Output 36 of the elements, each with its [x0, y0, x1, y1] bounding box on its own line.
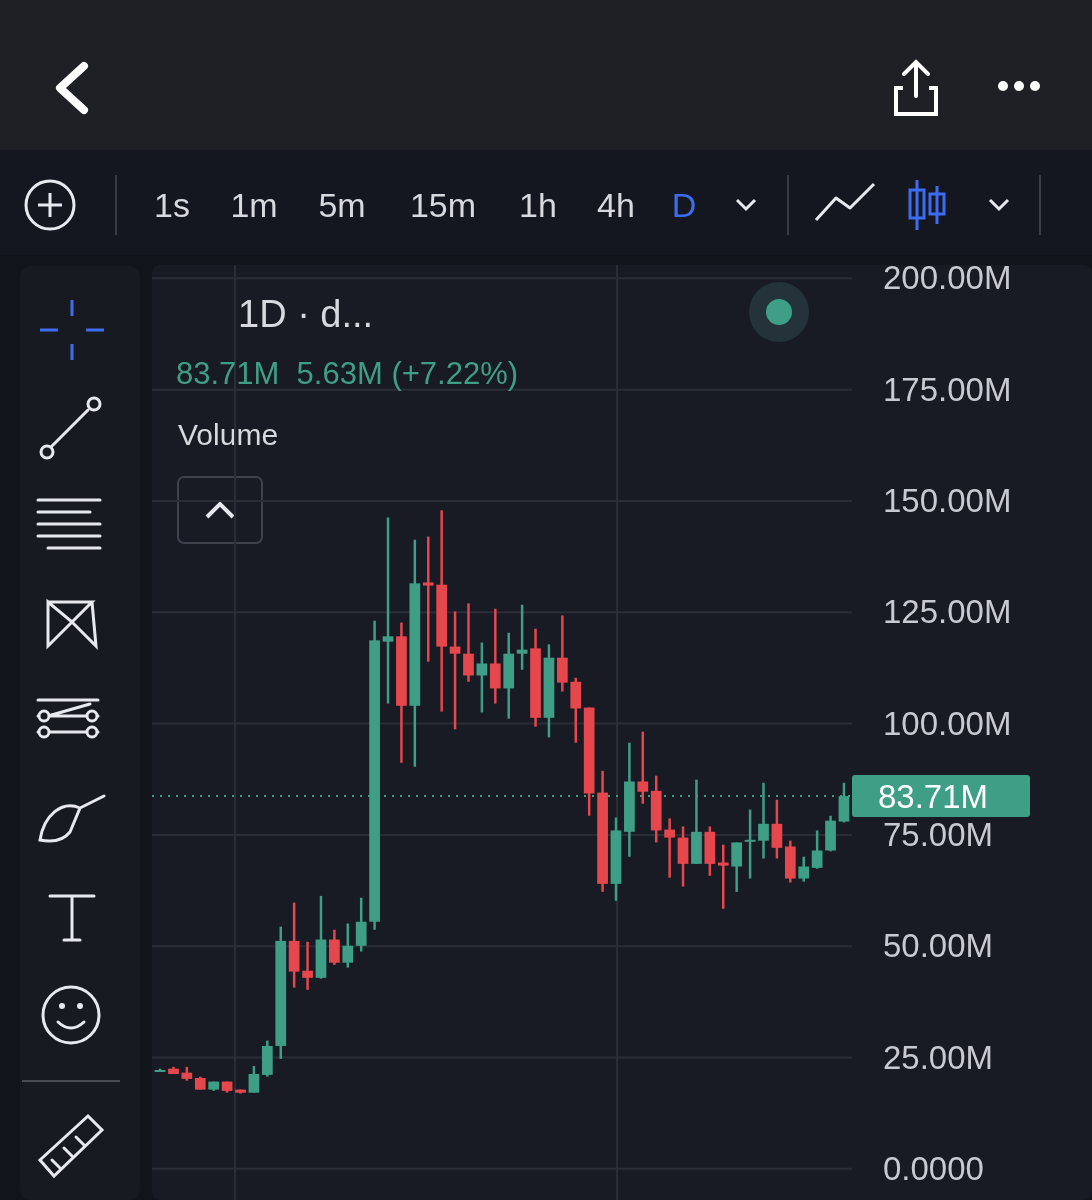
candlestick: [382, 516, 394, 705]
text: 1s: [154, 186, 190, 224]
text: 1D · d...: [238, 293, 374, 335]
annotation: Volume: [178, 418, 279, 451]
candlestick: [463, 602, 474, 683]
candlestick: [248, 1064, 260, 1094]
y-tick-label: 175.00M: [883, 370, 1012, 408]
y-tick-label: 100.00M: [883, 704, 1012, 742]
candlestick: [811, 829, 823, 870]
candlestick: [302, 940, 313, 992]
candlestick: [516, 603, 528, 671]
candlestick: [744, 808, 756, 880]
candlestick: [664, 817, 675, 879]
candlestick: [449, 610, 461, 731]
y-tick-label: 125.00M: [883, 593, 1012, 631]
text: 5m: [318, 186, 366, 224]
text: 4h: [597, 186, 635, 224]
candlestick: [717, 843, 729, 911]
text: 15m: [409, 186, 477, 224]
y-tick-label: 200.00M: [883, 259, 1012, 297]
candlestick: [637, 730, 649, 805]
text: 83.71M 5.63M (+7.22%): [176, 356, 519, 391]
candlestick: [798, 855, 810, 883]
y-tick-label: 75.00M: [883, 815, 994, 853]
y-tick-label: 0.0000: [883, 1149, 984, 1187]
text: D: [671, 186, 697, 224]
y-tick-label: 50.00M: [883, 927, 994, 965]
candlestick: [422, 535, 434, 663]
ref-line-label: 83.71M: [878, 778, 989, 816]
text: 1m: [230, 186, 278, 224]
candlestick: [476, 641, 488, 714]
y-tick-label: 25.00M: [883, 1038, 994, 1076]
candlestick: [342, 922, 354, 969]
text: 1h: [519, 186, 557, 224]
candlestick: [329, 928, 340, 967]
y-tick-label: 150.00M: [883, 482, 1012, 520]
